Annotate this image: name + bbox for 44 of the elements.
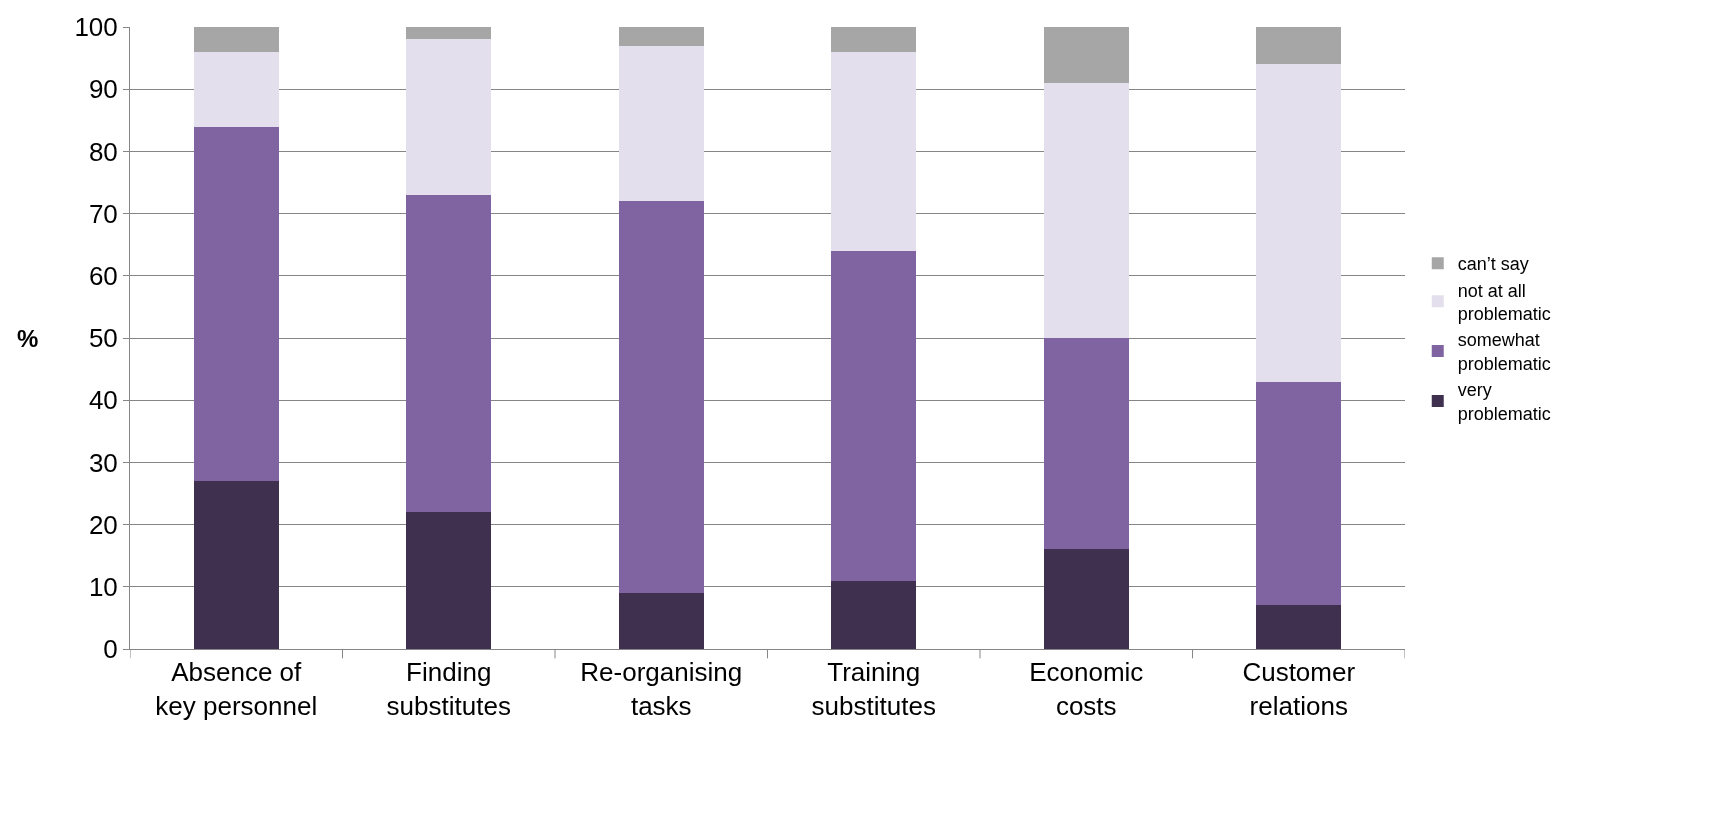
bar (406, 512, 492, 649)
y-axis-title: % (17, 325, 39, 352)
bar (193, 481, 279, 649)
y-tick-label: 90 (88, 74, 118, 105)
bar (831, 51, 917, 251)
bar (406, 27, 492, 40)
y-tick-label: 20 (88, 509, 118, 540)
bar (1256, 605, 1342, 649)
bar (1043, 338, 1129, 550)
x-tick-label: Absence of key personnel (155, 657, 318, 721)
y-tick-label: 0 (103, 634, 118, 665)
y-tick-label: 30 (88, 447, 118, 478)
bar (406, 39, 492, 195)
x-tick-label: Economic costs (1029, 657, 1144, 721)
bar (193, 27, 279, 52)
y-tick-label: 50 (88, 323, 118, 354)
x-tick-label: Customer relations (1242, 657, 1356, 721)
bar (831, 580, 917, 649)
bar (193, 51, 279, 127)
x-tick-label: Re-organising tasks (580, 657, 743, 721)
legend-label: can’t say (1457, 254, 1529, 275)
bar (1256, 381, 1342, 606)
bar (1256, 64, 1342, 382)
y-tick-label: 60 (88, 260, 118, 291)
bar (618, 27, 704, 46)
bar (1043, 82, 1129, 338)
bar (831, 250, 917, 581)
legend-label: very problematic (1457, 380, 1551, 424)
bar (831, 27, 917, 52)
bar (1043, 27, 1129, 83)
y-tick-label: 100 (74, 12, 118, 43)
bar (406, 194, 492, 513)
bar (618, 201, 704, 594)
bar (193, 126, 279, 482)
y-tick-label: 10 (88, 571, 118, 602)
y-tick-label: 70 (88, 198, 118, 229)
x-tick-label: Finding substitutes (386, 657, 511, 721)
bar (1256, 27, 1342, 65)
y-tick-label: 40 (88, 385, 118, 416)
x-tick-label: Training substitutes (811, 657, 936, 721)
bar (618, 45, 704, 202)
y-tick-label: 80 (88, 136, 118, 167)
bar (1043, 549, 1129, 649)
bar (618, 593, 704, 649)
